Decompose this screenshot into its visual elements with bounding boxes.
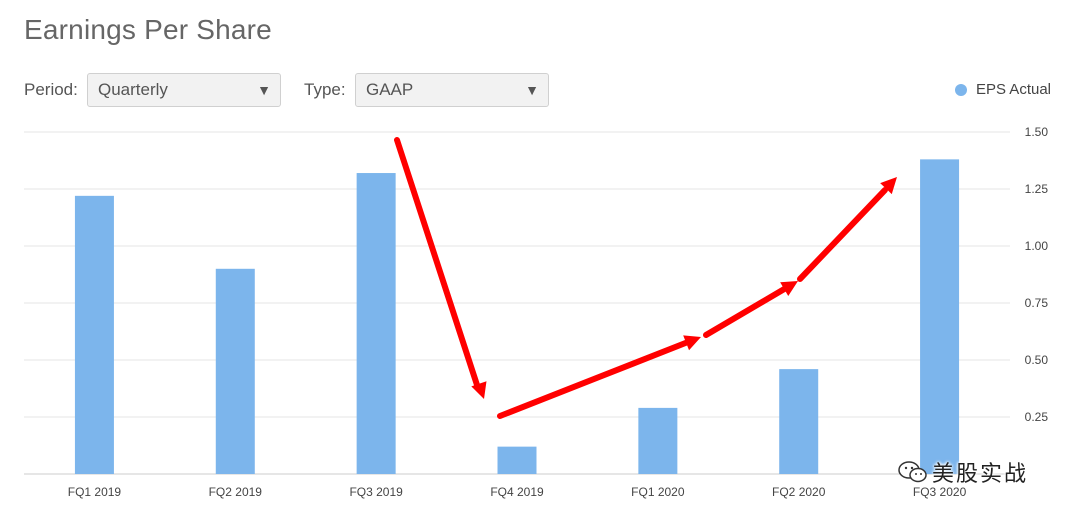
period-select[interactable]: Quarterly ▼ (87, 73, 281, 107)
annotation-stroke (703, 285, 789, 338)
y-tick-label: 1.25 (1025, 182, 1049, 196)
type-label: Type: (304, 80, 346, 99)
arrowhead (780, 281, 798, 296)
arrowhead (683, 335, 701, 351)
chevron-down-icon: ▼ (257, 82, 271, 98)
y-axis-labels: 1.50 1.25 1.00 0.75 0.50 0.25 (1025, 125, 1049, 424)
x-tick-label: FQ3 2019 (349, 485, 403, 499)
watermark-text: 美股实战 (932, 462, 1029, 487)
x-tick-label: FQ1 2019 (68, 485, 122, 499)
trend-annotation-arrows (394, 137, 897, 419)
chevron-down-icon: ▼ (525, 82, 539, 98)
type-select[interactable]: GAAP ▼ (355, 73, 549, 107)
bar-fq1-2020[interactable] (638, 407, 678, 474)
y-tick-label: 1.50 (1025, 125, 1049, 139)
x-tick-label: FQ1 2020 (631, 485, 685, 499)
bar-fq2-2019[interactable] (215, 268, 255, 474)
annotation-stroke (394, 137, 481, 391)
bar-fq3-2020[interactable] (920, 159, 960, 475)
chart-title: Earnings Per Share (24, 14, 272, 45)
arrowhead (880, 177, 897, 195)
watermark: 美股实战 (898, 456, 1028, 488)
grid-lines (24, 131, 1010, 475)
chart-legend[interactable]: EPS Actual (954, 81, 1051, 98)
y-tick-label: 0.50 (1025, 353, 1049, 367)
x-tick-label: FQ4 2019 (490, 485, 544, 499)
y-tick-label: 0.25 (1025, 410, 1049, 424)
y-tick-label: 1.00 (1025, 239, 1049, 253)
x-axis-labels: FQ1 2019 FQ2 2019 FQ3 2019 FQ4 2019 FQ1 2020… (68, 485, 967, 499)
type-select-value: GAAP (366, 80, 414, 99)
bar-fq2-2020[interactable] (779, 369, 819, 474)
x-tick-label: FQ2 2019 (209, 485, 263, 499)
period-label: Period: (24, 80, 78, 99)
wechat-icon (898, 461, 927, 483)
bars (74, 159, 960, 475)
arrowhead (471, 381, 487, 399)
legend-marker (954, 83, 967, 96)
legend-label: EPS Actual (975, 81, 1051, 98)
period-select-value: Quarterly (98, 80, 168, 99)
y-tick-label: 0.75 (1025, 296, 1049, 310)
bar-fq4-2019[interactable] (497, 446, 537, 474)
x-tick-label: FQ2 2020 (772, 485, 826, 499)
bar-fq1-2019[interactable] (74, 195, 114, 474)
x-tick-label: FQ3 2020 (913, 485, 967, 499)
annotation-stroke (497, 339, 691, 419)
annotation-stroke (797, 187, 888, 282)
bar-fq3-2019[interactable] (356, 173, 396, 475)
